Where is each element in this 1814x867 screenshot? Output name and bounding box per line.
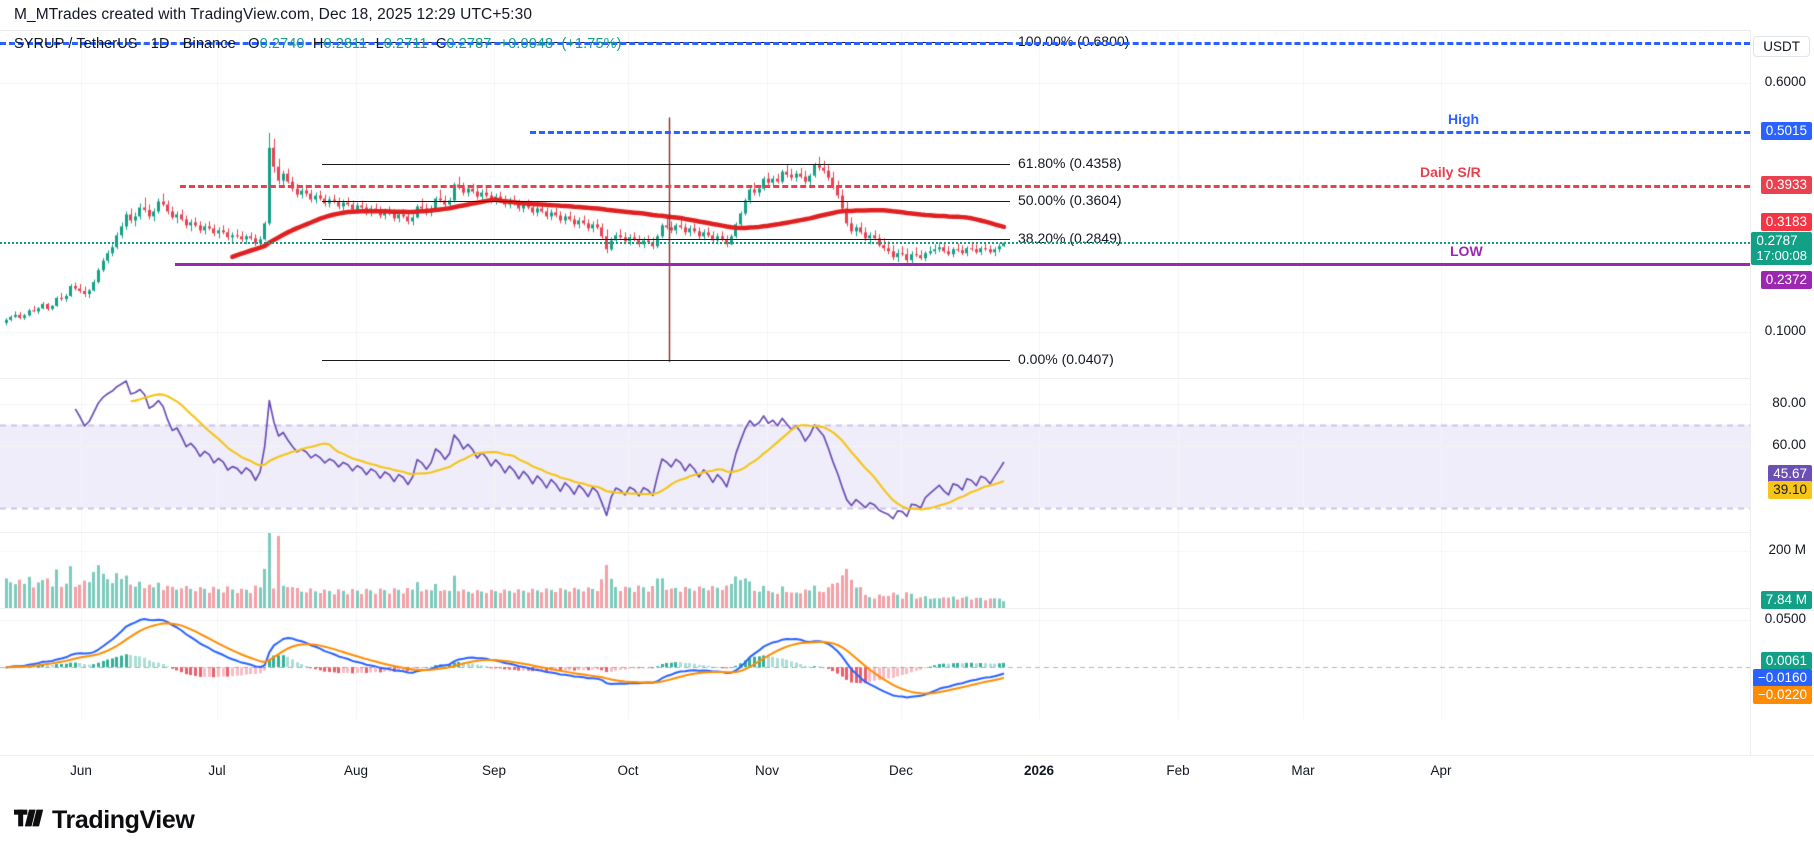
tradingview-wordmark: TradingView [52, 806, 195, 834]
time-tick-jul: Jul [208, 763, 226, 778]
price-pane[interactable] [0, 30, 1750, 379]
legend-sep-1: · [141, 36, 147, 52]
volume-tick-200M: 200 M [1768, 541, 1806, 557]
attribution-text: M_MTrades created with TradingView.com, … [14, 6, 533, 23]
currency-pill[interactable]: USDT [1753, 36, 1810, 57]
price-badge-daily-sr: 0.3933 [1760, 175, 1812, 194]
macd-pane[interactable] [0, 608, 1750, 719]
fib-label-0: 100.00% (0.6800) [1018, 33, 1130, 50]
time-tick-mar: Mar [1291, 763, 1315, 778]
volume-pane[interactable] [0, 532, 1750, 609]
legend-low-value: 0.2711 [383, 36, 428, 52]
fib-line-4[interactable] [322, 360, 1010, 362]
legend-exchange[interactable]: Binance [182, 36, 236, 52]
rsi-pane[interactable] [0, 378, 1750, 533]
legend-high-value: 0.2811 [323, 36, 368, 52]
fib-line-1[interactable] [322, 163, 1010, 165]
price-tick-0.6000: 0.6000 [1764, 74, 1806, 90]
time-axis[interactable]: Jun Jul Aug Sep Oct Nov Dec 2026 Feb Mar Apr [0, 755, 1814, 793]
legend-interval[interactable]: 1D [150, 36, 170, 52]
fib-label-2: 50.00% (0.3604) [1018, 192, 1122, 209]
volume-badge-current: 7.84 M [1760, 591, 1812, 610]
rsi-badge-value: 45.67 [1768, 465, 1812, 484]
fib-line-2[interactable] [322, 201, 1010, 203]
macd-badge-macd: −0.0160 [1752, 668, 1812, 687]
price-badge-high: 0.5015 [1760, 122, 1812, 141]
fib-label-4: 0.00% (0.0407) [1018, 351, 1114, 368]
price-badge-current: 0.2787 17:00:08 [1751, 231, 1812, 265]
current-price-line[interactable] [0, 241, 1750, 244]
chart-frame[interactable]: 100.00% (0.6800) 61.80% (0.4358) 50.00% (0… [0, 30, 1814, 755]
low-line[interactable] [175, 262, 1750, 266]
time-tick-apr: Apr [1430, 763, 1452, 778]
legend-high-label: H [312, 36, 324, 52]
daily-sr-label: Daily S/R [1420, 163, 1481, 180]
legend-close-label: C [435, 36, 447, 52]
time-tick-nov: Nov [754, 763, 780, 778]
legend-open-label: O [248, 36, 260, 52]
time-tick-dec: Dec [888, 763, 914, 778]
macd-badge-histogram: 0.0061 [1760, 651, 1812, 670]
legend-sep-2: · [173, 36, 179, 52]
time-tick-oct: Oct [617, 763, 639, 778]
macd-badge-signal: −0.0220 [1752, 685, 1812, 704]
legend-close-value: 0.2787 [446, 36, 492, 52]
time-tick-feb: Feb [1166, 763, 1190, 778]
time-tick-jun: Jun [70, 763, 92, 778]
legend-symbol[interactable]: SYRUP / TetherUS [14, 36, 138, 52]
legend-change-percent: (+1.75%) [561, 36, 622, 52]
tradingview-footer: TradingView [14, 805, 195, 836]
legend-change: +0.0048 [499, 36, 554, 52]
high-line-label: High [1448, 111, 1480, 128]
rsi-tick-60: 60.00 [1772, 436, 1806, 452]
legend-open-value: 0.2740 [259, 36, 305, 52]
fib-label-1: 61.80% (0.4358) [1018, 154, 1122, 171]
price-badge-low: 0.2372 [1760, 270, 1812, 289]
chart-legend: SYRUP / TetherUS · 1D · Binance O0.2740 … [14, 36, 622, 52]
tradingview-logo-icon [14, 805, 44, 836]
daily-sr-line[interactable] [180, 184, 1750, 188]
price-badge-3183: 0.3183 [1760, 213, 1812, 232]
time-tick-2026: 2026 [1023, 763, 1055, 778]
time-tick-sep: Sep [481, 763, 507, 778]
fib-label-3: 38.20% (0.2849) [1018, 229, 1122, 246]
fib-line-3[interactable] [322, 238, 1010, 240]
high-line[interactable] [530, 131, 1750, 135]
rsi-tick-80: 80.00 [1772, 394, 1806, 410]
low-line-label: LOW [1450, 242, 1483, 259]
rsi-badge-signal: 39.10 [1768, 481, 1812, 500]
time-tick-aug: Aug [343, 763, 369, 778]
fib-100-extension-line[interactable] [0, 42, 1750, 46]
price-axis[interactable]: USDT 0.6000 0.1000 0.5015 0.3933 0.3183 0.278… [1750, 30, 1814, 755]
legend-low-label: L [375, 36, 384, 52]
price-tick-0.1000: 0.1000 [1764, 322, 1806, 338]
macd-tick-0.0500: 0.0500 [1764, 611, 1806, 627]
